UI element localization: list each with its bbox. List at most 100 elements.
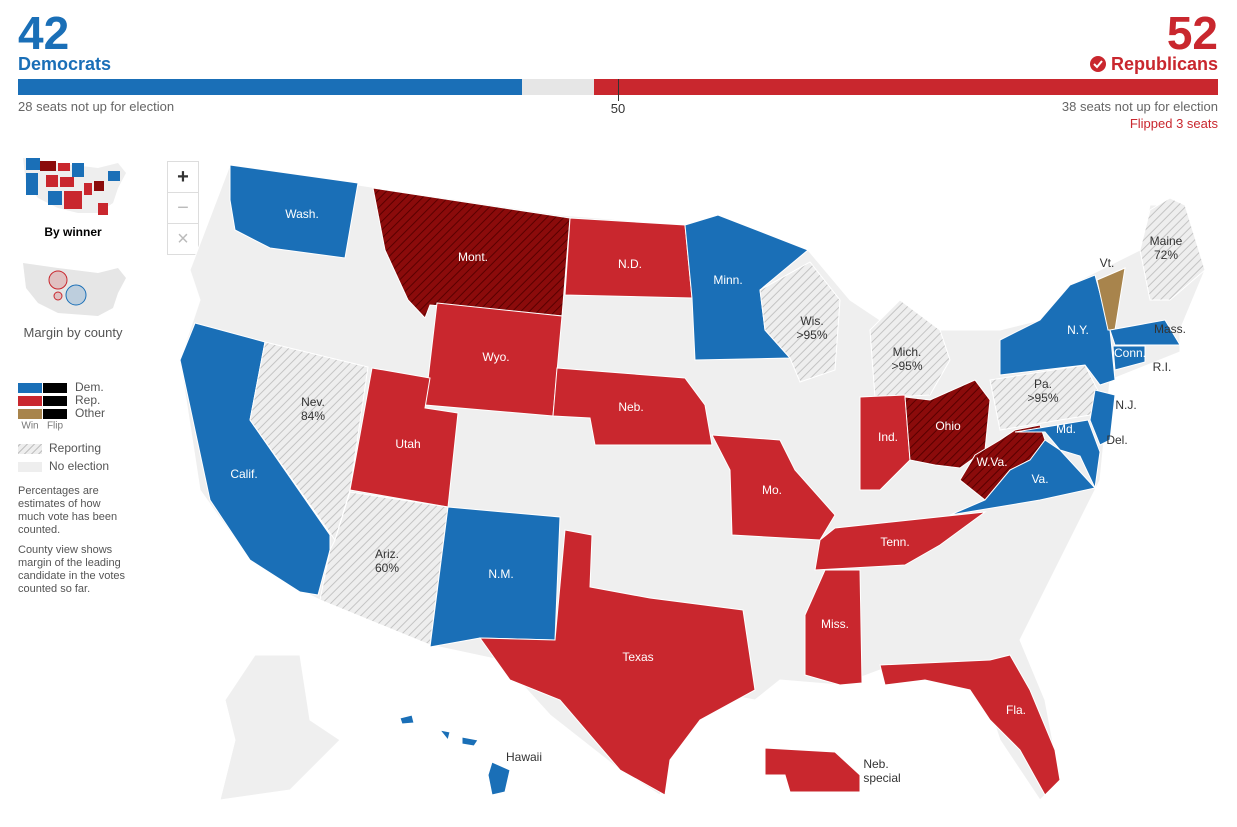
legend-win: Win — [21, 421, 38, 432]
majority-tick — [618, 79, 619, 101]
zoom-in[interactable]: + — [167, 161, 199, 193]
state-label: Md. — [1056, 422, 1076, 436]
rep-label: Republicans — [1110, 54, 1218, 74]
state-shape — [879, 654, 1061, 796]
dem-label: Democrats — [18, 54, 112, 74]
legend-flip: Flip — [47, 421, 64, 432]
legend-reporting: Reporting — [49, 441, 101, 455]
state-shape — [229, 164, 359, 259]
state-pct: >95% — [1027, 391, 1058, 405]
state-label: Mo. — [762, 483, 782, 497]
legend-dem: Dem. — [75, 382, 104, 394]
states — [179, 164, 1206, 801]
state-shape — [1014, 419, 1101, 490]
note-county: County view shows margin of the leading … — [18, 544, 126, 595]
state-shape — [1109, 319, 1181, 346]
state-label: Ariz. 60% — [375, 547, 399, 575]
state-name: Neb. — [863, 757, 888, 771]
state-label: N.J. — [1115, 398, 1136, 412]
view-county[interactable]: Margin by county — [23, 325, 123, 340]
state-pct: 72% — [1154, 248, 1178, 262]
state-label: Wyo. — [482, 350, 509, 364]
check-icon — [1089, 56, 1106, 72]
dem-bar — [18, 79, 522, 95]
state-label: N.D. — [618, 257, 642, 271]
dem-note: 28 seats not up for election — [18, 99, 175, 114]
state-sub: special — [863, 771, 900, 785]
state-name: Ariz. — [375, 547, 399, 561]
rep-note: 38 seats not up for election — [1061, 99, 1218, 114]
state-shape — [711, 434, 836, 541]
state-name: Wis. — [800, 314, 823, 328]
state-label: Mass. — [1154, 322, 1186, 336]
state-name: Nev. — [301, 395, 325, 409]
state-label: Texas — [622, 650, 653, 664]
winner-thumb[interactable] — [18, 153, 128, 223]
state-label: Wash. — [285, 207, 319, 221]
state-shape — [949, 439, 1096, 516]
state-label: Vt. — [1100, 256, 1115, 270]
state-labels: Wash. Mont. N.D. Minn. Wis. >95% Mich. >95… — [230, 207, 1186, 785]
state-label: R.I. — [1153, 360, 1172, 374]
county-thumb[interactable] — [18, 258, 128, 318]
state-shape — [764, 747, 861, 793]
state-label: N.M. — [488, 567, 513, 581]
state-label: Ind. — [878, 430, 898, 444]
zoom-out[interactable]: − — [167, 192, 199, 224]
state-label: N.Y. — [1067, 323, 1089, 337]
alaska — [219, 654, 341, 801]
state-name: Pa. — [1034, 377, 1052, 391]
state-label: Maine 72% — [1150, 234, 1183, 262]
legend-none: No election — [49, 459, 109, 472]
state-label: Utah — [395, 437, 420, 451]
state-shape — [1089, 389, 1116, 446]
state-label: Minn. — [713, 273, 742, 287]
majority-label: 50 — [610, 101, 626, 116]
state-label: Pa. >95% — [1027, 377, 1058, 405]
state-shape — [552, 367, 713, 446]
legend: Dem. Rep. Other Win Flip Reporting No el… — [18, 382, 109, 472]
state-label: Neb. — [618, 400, 643, 414]
state-name: Maine — [1150, 234, 1183, 248]
legend-rep: Rep. — [75, 393, 100, 407]
state-label: Mont. — [458, 250, 488, 264]
state-label: Wis. >95% — [796, 314, 827, 342]
rep-bar — [594, 79, 1218, 95]
state-label: Hawaii — [506, 750, 542, 764]
state-label: Ohio — [935, 419, 961, 433]
dem-count: 42 — [18, 7, 70, 59]
state-shape — [399, 714, 511, 796]
state-label: Tenn. — [880, 535, 909, 549]
rep-count: 52 — [1166, 7, 1218, 59]
state-label: Neb. special — [863, 757, 900, 785]
state-shape — [479, 529, 756, 796]
state-shape — [349, 367, 459, 508]
state-label: Calif. — [230, 467, 257, 481]
state-shape — [1112, 345, 1146, 371]
flipped-note: Flipped 3 seats — [1129, 116, 1218, 131]
state-pct: 60% — [375, 561, 399, 575]
state-shape — [814, 511, 987, 571]
state-name: Mich. — [893, 345, 922, 359]
rep-label-wrap: Republicans — [1089, 54, 1218, 75]
state-shape — [859, 394, 911, 491]
state-label: Miss. — [821, 617, 849, 631]
state-label: Del. — [1106, 433, 1127, 447]
view-winner[interactable]: By winner — [44, 225, 102, 239]
seat-bar: 50 — [18, 79, 1218, 116]
state-pct: >95% — [796, 328, 827, 342]
state-shape — [759, 261, 841, 383]
state-pct: 84% — [301, 409, 325, 423]
state-label: Nev. 84% — [301, 395, 325, 423]
state-pct: >95% — [891, 359, 922, 373]
state-label: Mich. >95% — [891, 345, 922, 373]
state-label: W.Va. — [976, 455, 1007, 469]
state-shape — [1139, 197, 1206, 301]
state-label: Conn. — [1114, 346, 1146, 360]
reset[interactable]: × — [167, 223, 199, 255]
state-label: Fla. — [1006, 703, 1026, 717]
note-pct: Percentages are estimates of how much vo… — [18, 485, 118, 536]
state-shape — [999, 274, 1116, 386]
